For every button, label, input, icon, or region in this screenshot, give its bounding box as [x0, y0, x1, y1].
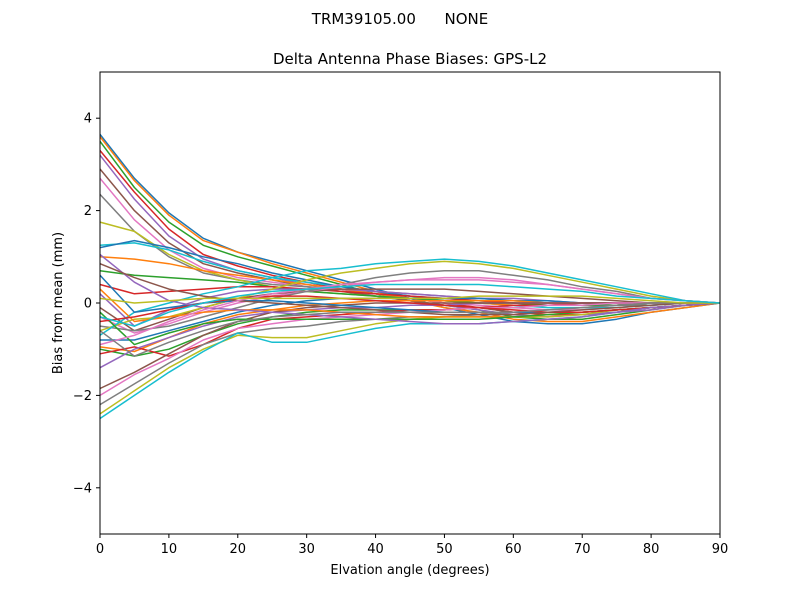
- x-tick-label: 10: [161, 542, 178, 557]
- y-axis: −4 −2 0 2 4: [73, 112, 100, 496]
- y-tick-label: 2: [84, 204, 92, 219]
- x-tick-label: 0: [96, 542, 104, 557]
- series-line-35: [99, 253, 721, 325]
- x-tick-label: 70: [574, 542, 591, 557]
- x-tick-label: 40: [367, 542, 384, 557]
- x-tick-label: 20: [230, 542, 247, 557]
- y-tick-label: −4: [73, 481, 92, 496]
- y-tick-label: 4: [84, 112, 92, 127]
- series-line-20: [99, 258, 721, 336]
- x-tick-label: 80: [643, 542, 660, 557]
- series-line-39: [99, 295, 720, 304]
- x-tick-label: 60: [505, 542, 522, 557]
- y-tick-label: 0: [84, 297, 92, 312]
- series-line-40: [99, 283, 721, 327]
- series-layer: [99, 133, 721, 420]
- y-tick-label: −2: [73, 389, 92, 404]
- series-line-38: [99, 302, 720, 357]
- x-tick-label: 90: [712, 542, 729, 557]
- series-line-18: [99, 269, 721, 332]
- series-line-37: [99, 279, 721, 346]
- figure-suptitle: TRM39105.00 NONE: [311, 10, 488, 28]
- chart-title: Delta Antenna Phase Biases: GPS-L2: [273, 50, 547, 68]
- x-axis-label: Elvation angle (degrees): [330, 563, 489, 578]
- y-axis-label: Bias from mean (mm): [51, 232, 66, 374]
- x-tick-label: 30: [298, 542, 315, 557]
- x-axis: 0 10 20 30 40 50 60 70 80 90: [96, 534, 728, 557]
- x-tick-label: 50: [436, 542, 453, 557]
